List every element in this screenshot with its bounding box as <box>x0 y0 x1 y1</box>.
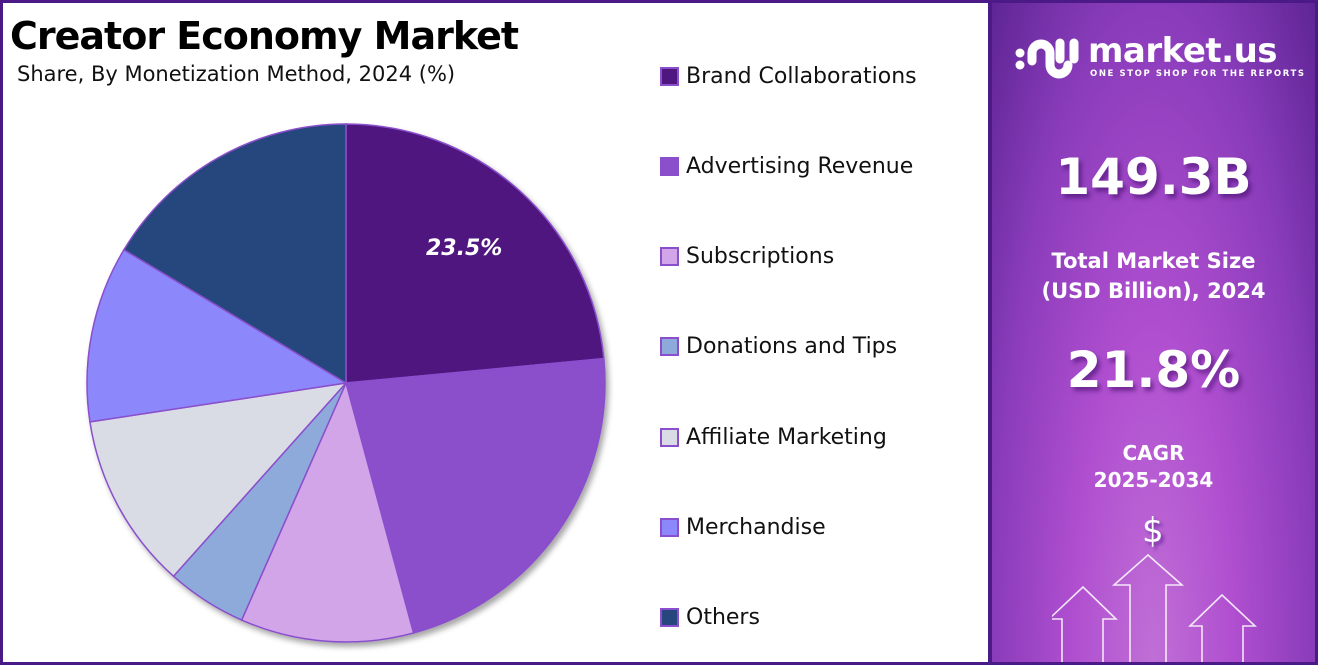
cagr-value: 21.8% <box>1066 341 1241 399</box>
pie-slice-merchandise <box>86 248 349 423</box>
pie-slice-advertising-revenue <box>345 357 606 634</box>
legend-item-donations-and-tips: Donations and Tips <box>660 328 897 364</box>
dollar-icon: $ <box>1142 511 1164 551</box>
legend-label: Donations and Tips <box>686 333 898 359</box>
legend-item-brand-collaborations: Brand Collaborations <box>660 58 917 94</box>
pie-slice-brand-collaborations <box>345 123 605 384</box>
legend-swatch <box>660 336 679 356</box>
pie-chart <box>80 117 620 657</box>
slice-label-brand-collaborations: 23.5% <box>426 236 503 261</box>
stats-sidebar: market.us ONE STOP SHOP FOR THE REPORTS … <box>988 0 1318 665</box>
legend-label: Brand Collaborations <box>686 63 917 89</box>
legend-swatch <box>660 427 679 447</box>
legend-swatch <box>660 66 679 86</box>
pie-svg <box>86 123 606 643</box>
chart-title: Creator Economy Market <box>10 14 519 58</box>
legend-label: Subscriptions <box>686 243 835 269</box>
pie-slice-others <box>122 123 347 385</box>
chart-panel: Creator Economy Market Share, By Monetiz… <box>10 14 917 657</box>
legend-label: Affiliate Marketing <box>686 424 887 450</box>
legend-label: Advertising Revenue <box>686 153 914 179</box>
legend-swatch <box>660 156 679 176</box>
legend-item-subscriptions: Subscriptions <box>660 238 834 274</box>
cagr-caption-line2: 2025-2034 <box>1093 468 1214 492</box>
legend-label: Others <box>686 604 760 630</box>
legend-swatch <box>660 246 679 266</box>
chart-subtitle: Share, By Monetization Method, 2024 (%) <box>17 62 456 86</box>
brand-name: market.us <box>1088 31 1278 71</box>
legend-label: Merchandise <box>686 514 826 540</box>
legend-item-others: Others <box>660 599 760 635</box>
market-size-value: 149.3B <box>1055 148 1252 206</box>
pie-slice-subscriptions <box>240 380 415 643</box>
market-size-caption-line2: (USD Billion), 2024 <box>1041 279 1266 303</box>
legend-item-merchandise: Merchandise <box>660 509 826 545</box>
legend-item-affiliate-marketing: Affiliate Marketing <box>660 419 887 455</box>
legend-swatch <box>660 517 679 537</box>
brand-tagline: ONE STOP SHOP FOR THE REPORTS <box>1090 69 1306 79</box>
brand-logo: market.us ONE STOP SHOP FOR THE REPORTS <box>1014 31 1304 83</box>
market-size-caption-line1: Total Market Size <box>1051 249 1256 273</box>
growth-arrows-icon <box>1052 553 1258 662</box>
pie-slice-affiliate-marketing <box>89 381 348 578</box>
legend-swatch <box>660 607 679 627</box>
cagr-caption-line1: CAGR <box>1122 441 1185 465</box>
market-us-logo-icon <box>1015 38 1079 79</box>
legend-item-advertising-revenue: Advertising Revenue <box>660 148 913 184</box>
